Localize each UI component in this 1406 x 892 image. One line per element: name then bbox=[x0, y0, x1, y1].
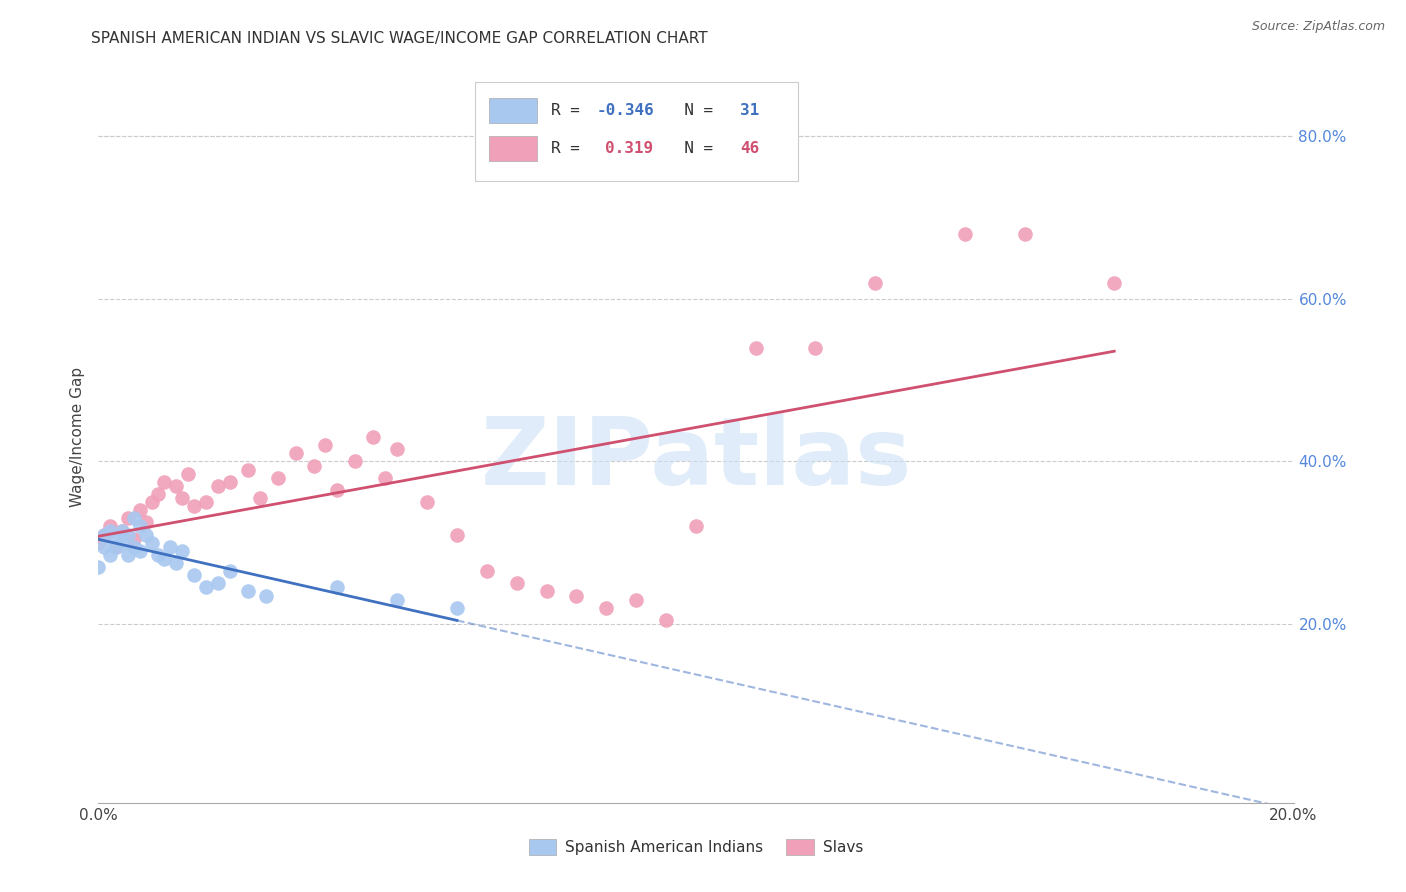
Point bbox=[565, 589, 588, 603]
Point bbox=[183, 568, 205, 582]
Point bbox=[141, 495, 163, 509]
Point bbox=[385, 592, 409, 607]
Point bbox=[207, 576, 229, 591]
Point bbox=[254, 589, 277, 603]
Point bbox=[165, 479, 187, 493]
Point bbox=[165, 556, 187, 570]
Point bbox=[98, 519, 122, 533]
Point bbox=[685, 519, 707, 533]
Point bbox=[135, 527, 157, 541]
Point bbox=[326, 581, 349, 595]
Point bbox=[284, 446, 307, 460]
Point bbox=[135, 516, 157, 530]
Text: 31: 31 bbox=[740, 103, 759, 118]
Point bbox=[111, 535, 134, 549]
Point bbox=[124, 540, 146, 554]
Point bbox=[195, 495, 218, 509]
Point bbox=[148, 487, 170, 501]
Point bbox=[1104, 276, 1126, 290]
Point bbox=[124, 532, 146, 546]
Point bbox=[172, 544, 194, 558]
Point bbox=[236, 462, 259, 476]
Point bbox=[93, 527, 115, 541]
Point bbox=[626, 592, 648, 607]
FancyBboxPatch shape bbox=[489, 136, 537, 161]
Text: -0.346: -0.346 bbox=[596, 103, 655, 118]
Point bbox=[129, 503, 152, 517]
Point bbox=[595, 600, 617, 615]
Point bbox=[385, 442, 409, 457]
Point bbox=[416, 495, 439, 509]
Point bbox=[655, 613, 678, 627]
Point bbox=[87, 560, 110, 574]
Text: ZIPatlas: ZIPatlas bbox=[481, 413, 911, 505]
Point bbox=[363, 430, 385, 444]
FancyBboxPatch shape bbox=[475, 82, 797, 181]
Point bbox=[93, 527, 115, 541]
Point bbox=[446, 600, 468, 615]
Point bbox=[804, 341, 827, 355]
Point bbox=[141, 535, 163, 549]
Text: N =: N = bbox=[665, 141, 723, 156]
Point bbox=[111, 524, 134, 538]
Point bbox=[195, 581, 218, 595]
Point bbox=[105, 532, 128, 546]
Point bbox=[159, 540, 181, 554]
Text: SPANISH AMERICAN INDIAN VS SLAVIC WAGE/INCOME GAP CORRELATION CHART: SPANISH AMERICAN INDIAN VS SLAVIC WAGE/I… bbox=[91, 31, 709, 46]
Point bbox=[117, 548, 139, 562]
FancyBboxPatch shape bbox=[489, 98, 537, 122]
Point bbox=[105, 540, 128, 554]
Point bbox=[117, 511, 139, 525]
Point bbox=[172, 491, 194, 505]
Y-axis label: Wage/Income Gap: Wage/Income Gap bbox=[69, 367, 84, 508]
Point bbox=[98, 524, 122, 538]
Text: 46: 46 bbox=[740, 141, 759, 156]
Point bbox=[745, 341, 768, 355]
Point bbox=[219, 564, 242, 578]
Point bbox=[1014, 227, 1036, 241]
Point bbox=[236, 584, 259, 599]
Point bbox=[124, 511, 146, 525]
Point bbox=[153, 475, 176, 489]
Point bbox=[315, 438, 337, 452]
Point bbox=[93, 540, 115, 554]
Point bbox=[129, 519, 152, 533]
Legend: Spanish American Indians, Slavs: Spanish American Indians, Slavs bbox=[523, 833, 869, 861]
Point bbox=[105, 540, 128, 554]
Point bbox=[117, 527, 139, 541]
Point bbox=[219, 475, 242, 489]
Point bbox=[153, 552, 176, 566]
Point bbox=[302, 458, 325, 473]
Point bbox=[326, 483, 349, 497]
Point bbox=[207, 479, 229, 493]
Point bbox=[536, 584, 558, 599]
Text: 0.319: 0.319 bbox=[605, 141, 654, 156]
Point bbox=[506, 576, 529, 591]
Point bbox=[98, 548, 122, 562]
Point bbox=[129, 544, 152, 558]
Point bbox=[953, 227, 976, 241]
Point bbox=[374, 471, 396, 485]
Point bbox=[87, 535, 110, 549]
Point bbox=[111, 524, 134, 538]
Point bbox=[446, 527, 468, 541]
Point bbox=[475, 564, 498, 578]
Point bbox=[249, 491, 271, 505]
Text: R =: R = bbox=[551, 141, 599, 156]
Text: Source: ZipAtlas.com: Source: ZipAtlas.com bbox=[1251, 20, 1385, 33]
Text: N =: N = bbox=[665, 103, 723, 118]
Text: R =: R = bbox=[551, 103, 591, 118]
Point bbox=[865, 276, 887, 290]
Point bbox=[267, 471, 290, 485]
Point bbox=[148, 548, 170, 562]
Point bbox=[177, 467, 200, 481]
Point bbox=[344, 454, 367, 468]
Point bbox=[183, 499, 205, 513]
